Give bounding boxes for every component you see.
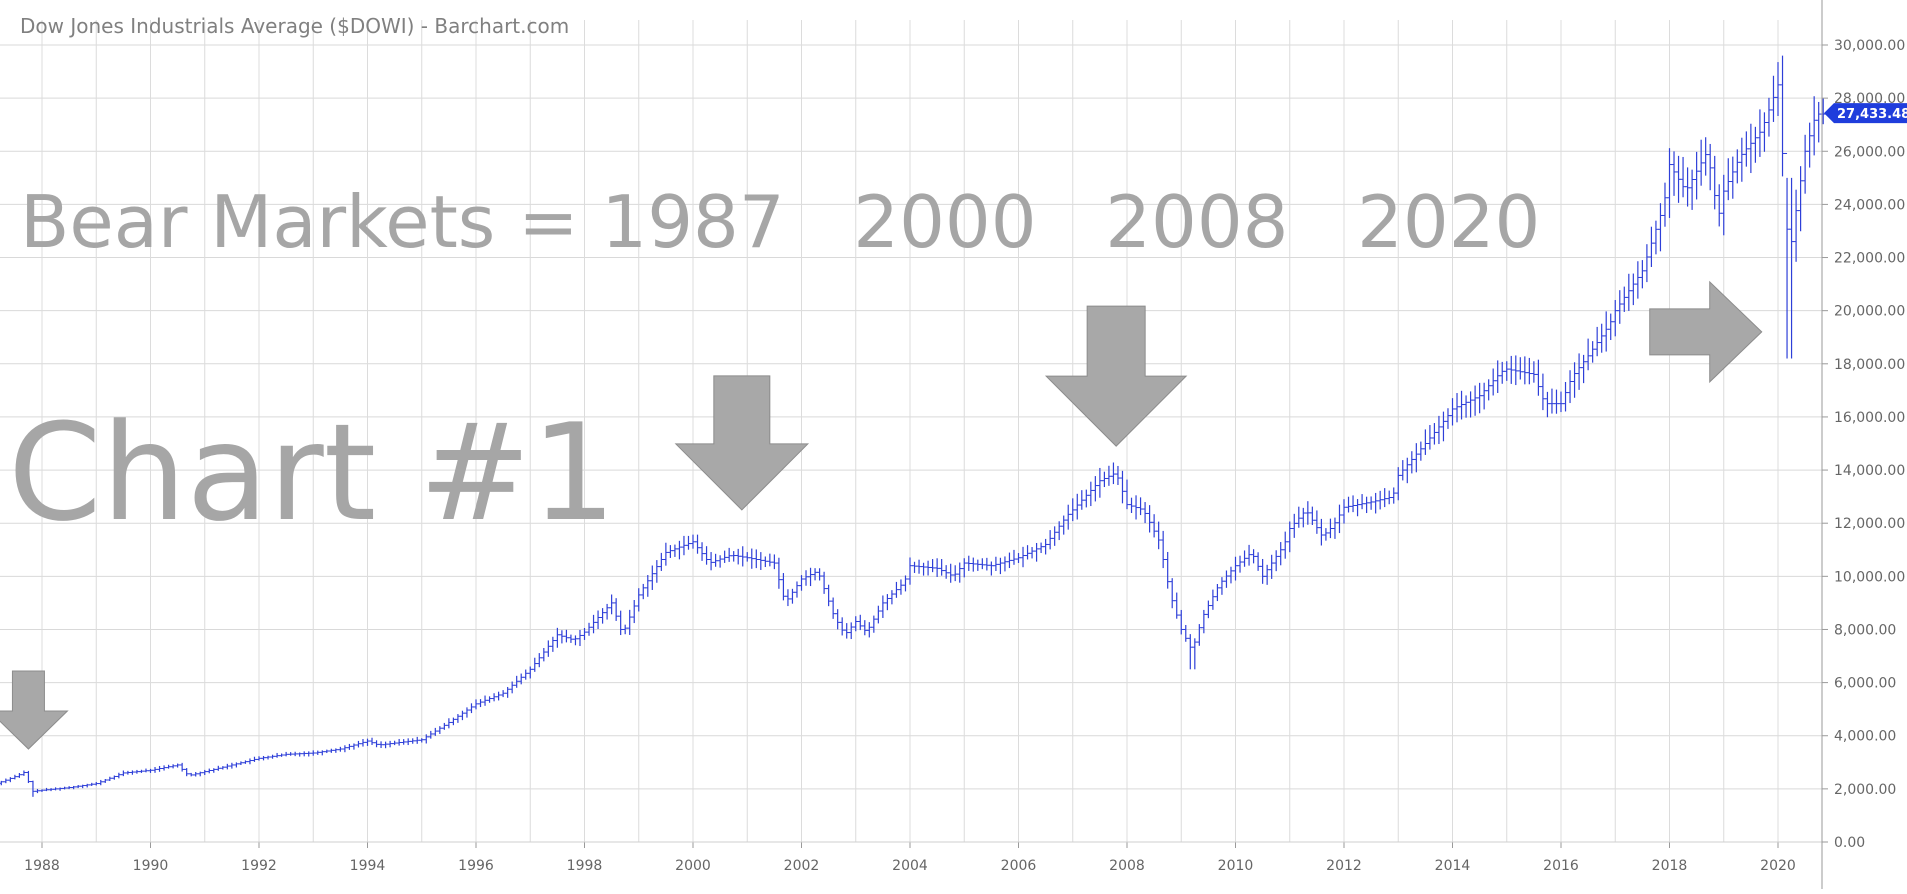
y-tick-label: 8,000.00 [1834, 622, 1896, 638]
down-arrow [1044, 305, 1188, 447]
x-tick-label: 2004 [892, 858, 928, 874]
last-price-label: 27,433.48 [1837, 107, 1907, 122]
y-tick-label: 24,000.00 [1834, 197, 1905, 213]
right-arrow [1649, 280, 1763, 384]
x-tick-label: 2000 [675, 858, 711, 874]
down-arrow [0, 670, 69, 750]
price-bars [0, 55, 1826, 797]
chart-title: Dow Jones Industrials Average ($DOWI) - … [20, 14, 570, 38]
x-tick-label: 2010 [1218, 858, 1254, 874]
bear-markets-annotation: Bear Markets = 1987 2000 2008 2020 [20, 180, 1541, 264]
y-tick-label: 4,000.00 [1834, 729, 1896, 745]
y-tick-label: 26,000.00 [1834, 144, 1905, 160]
x-axis: 1988 1990 1992 1994 1996 1998 2000 2002 2004 2006… [0, 841, 1822, 874]
x-tick-label: 1992 [241, 858, 277, 874]
y-tick-label: 12,000.00 [1834, 516, 1905, 532]
y-tick-label: 18,000.00 [1834, 357, 1905, 373]
x-tick-label: 2018 [1652, 858, 1688, 874]
y-tick-label: 6,000.00 [1834, 676, 1896, 692]
down-arrow [674, 375, 810, 511]
x-tick-label: 1990 [133, 858, 169, 874]
chart-number-annotation: Chart #1 [8, 395, 617, 551]
x-tick-label: 1994 [350, 858, 386, 874]
x-tick-label: 2020 [1760, 858, 1796, 874]
x-tick-label: 2016 [1543, 858, 1579, 874]
x-tick-label: 1988 [24, 858, 60, 874]
annotation-arrows [0, 280, 1763, 750]
y-tick-label: 14,000.00 [1834, 463, 1905, 479]
y-tick-label: 10,000.00 [1834, 569, 1905, 585]
y-tick-label: 0.00 [1834, 835, 1865, 851]
last-price-tag: 27,433.48 [1824, 103, 1907, 124]
x-tick-label: 1998 [567, 858, 603, 874]
y-tick-label: 22,000.00 [1834, 251, 1905, 267]
x-tick-label: 2006 [1001, 858, 1037, 874]
grid-lines [0, 20, 1822, 843]
y-tick-label: 16,000.00 [1834, 410, 1905, 426]
last-price-badge [1824, 103, 1907, 124]
x-tick-label: 2014 [1435, 858, 1471, 874]
y-axis: 0.00 2,000.00 4,000.00 6,000.00 8,000.00 10,0… [1821, 0, 1905, 889]
y-tick-label: 28,000.00 [1834, 91, 1905, 107]
x-tick-label: 2008 [1109, 858, 1145, 874]
y-tick-label: 2,000.00 [1834, 782, 1896, 798]
x-tick-label: 1996 [458, 858, 494, 874]
y-tick-label: 30,000.00 [1834, 38, 1905, 54]
x-tick-label: 2012 [1326, 858, 1362, 874]
x-tick-label: 2002 [784, 858, 820, 874]
y-tick-label: 20,000.00 [1834, 304, 1905, 320]
